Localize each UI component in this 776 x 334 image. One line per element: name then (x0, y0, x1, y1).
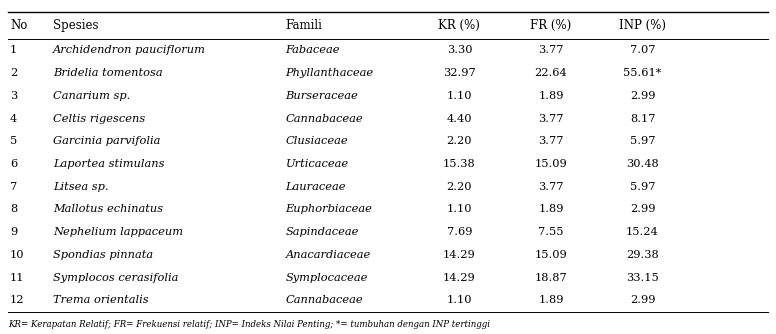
Text: Sapindaceae: Sapindaceae (286, 227, 359, 237)
Text: Trema orientalis: Trema orientalis (53, 295, 148, 305)
Text: Mallotus echinatus: Mallotus echinatus (53, 204, 163, 214)
Text: 14.29: 14.29 (443, 250, 476, 260)
Text: Cannabaceae: Cannabaceae (286, 114, 363, 124)
Text: 2.20: 2.20 (447, 182, 472, 192)
Text: Clusiaceae: Clusiaceae (286, 136, 348, 146)
Text: 29.38: 29.38 (626, 250, 659, 260)
Text: 33.15: 33.15 (626, 273, 659, 283)
Text: 3: 3 (10, 91, 17, 101)
Text: 9: 9 (10, 227, 17, 237)
Text: 18.87: 18.87 (535, 273, 567, 283)
Text: 1: 1 (10, 45, 17, 55)
Text: Symplocos cerasifolia: Symplocos cerasifolia (53, 273, 178, 283)
Text: 12: 12 (10, 295, 25, 305)
Text: Archidendron pauciflorum: Archidendron pauciflorum (53, 45, 206, 55)
Text: 6: 6 (10, 159, 17, 169)
Text: Burseraceae: Burseraceae (286, 91, 359, 101)
Text: KR= Kerapatan Relatif; FR= Frekuensi relatif; INP= Indeks Nilai Penting; *= tumb: KR= Kerapatan Relatif; FR= Frekuensi rel… (8, 320, 490, 329)
Text: Anacardiaceae: Anacardiaceae (286, 250, 371, 260)
Text: 2: 2 (10, 68, 17, 78)
Text: Spondias pinnata: Spondias pinnata (53, 250, 153, 260)
Text: 4.40: 4.40 (447, 114, 472, 124)
Text: Cannabaceae: Cannabaceae (286, 295, 363, 305)
Text: 15.24: 15.24 (626, 227, 659, 237)
Text: 15.09: 15.09 (535, 159, 567, 169)
Text: 1.89: 1.89 (539, 204, 563, 214)
Text: 15.38: 15.38 (443, 159, 476, 169)
Text: 8: 8 (10, 204, 17, 214)
Text: 30.48: 30.48 (626, 159, 659, 169)
Text: 5: 5 (10, 136, 17, 146)
Text: 5.97: 5.97 (630, 182, 655, 192)
Text: Celtis rigescens: Celtis rigescens (53, 114, 145, 124)
Text: 14.29: 14.29 (443, 273, 476, 283)
Text: 5.97: 5.97 (630, 136, 655, 146)
Text: FR (%): FR (%) (530, 19, 572, 32)
Text: Garcinia parvifolia: Garcinia parvifolia (53, 136, 160, 146)
Text: Lauraceae: Lauraceae (286, 182, 346, 192)
Text: 7: 7 (10, 182, 17, 192)
Text: No: No (10, 19, 27, 32)
Text: 3.77: 3.77 (539, 45, 563, 55)
Text: 7.55: 7.55 (539, 227, 563, 237)
Text: 1.89: 1.89 (539, 295, 563, 305)
Text: 4: 4 (10, 114, 17, 124)
Text: Spesies: Spesies (53, 19, 99, 32)
Text: Fabaceae: Fabaceae (286, 45, 340, 55)
Text: Urticaceae: Urticaceae (286, 159, 348, 169)
Text: 2.99: 2.99 (630, 91, 655, 101)
Text: 1.10: 1.10 (447, 204, 472, 214)
Text: 1.10: 1.10 (447, 295, 472, 305)
Text: 55.61*: 55.61* (623, 68, 662, 78)
Text: 1.89: 1.89 (539, 91, 563, 101)
Text: 8.17: 8.17 (630, 114, 655, 124)
Text: KR (%): KR (%) (438, 19, 480, 32)
Text: INP (%): INP (%) (619, 19, 666, 32)
Text: 2.20: 2.20 (447, 136, 472, 146)
Text: 7.07: 7.07 (630, 45, 655, 55)
Text: 3.30: 3.30 (447, 45, 472, 55)
Text: Famili: Famili (286, 19, 323, 32)
Text: 3.77: 3.77 (539, 182, 563, 192)
Text: Litsea sp.: Litsea sp. (53, 182, 109, 192)
Text: 10: 10 (10, 250, 25, 260)
Text: 7.69: 7.69 (447, 227, 472, 237)
Text: 22.64: 22.64 (535, 68, 567, 78)
Text: Phyllanthaceae: Phyllanthaceae (286, 68, 374, 78)
Text: 1.10: 1.10 (447, 91, 472, 101)
Text: Laportea stimulans: Laportea stimulans (53, 159, 165, 169)
Text: Euphorbiaceae: Euphorbiaceae (286, 204, 372, 214)
Text: 11: 11 (10, 273, 25, 283)
Text: 15.09: 15.09 (535, 250, 567, 260)
Text: Nephelium lappaceum: Nephelium lappaceum (53, 227, 183, 237)
Text: Canarium sp.: Canarium sp. (53, 91, 130, 101)
Text: 2.99: 2.99 (630, 204, 655, 214)
Text: Bridelia tomentosa: Bridelia tomentosa (53, 68, 162, 78)
Text: 2.99: 2.99 (630, 295, 655, 305)
Text: Symplocaceae: Symplocaceae (286, 273, 368, 283)
Text: 3.77: 3.77 (539, 136, 563, 146)
Text: 3.77: 3.77 (539, 114, 563, 124)
Text: 32.97: 32.97 (443, 68, 476, 78)
